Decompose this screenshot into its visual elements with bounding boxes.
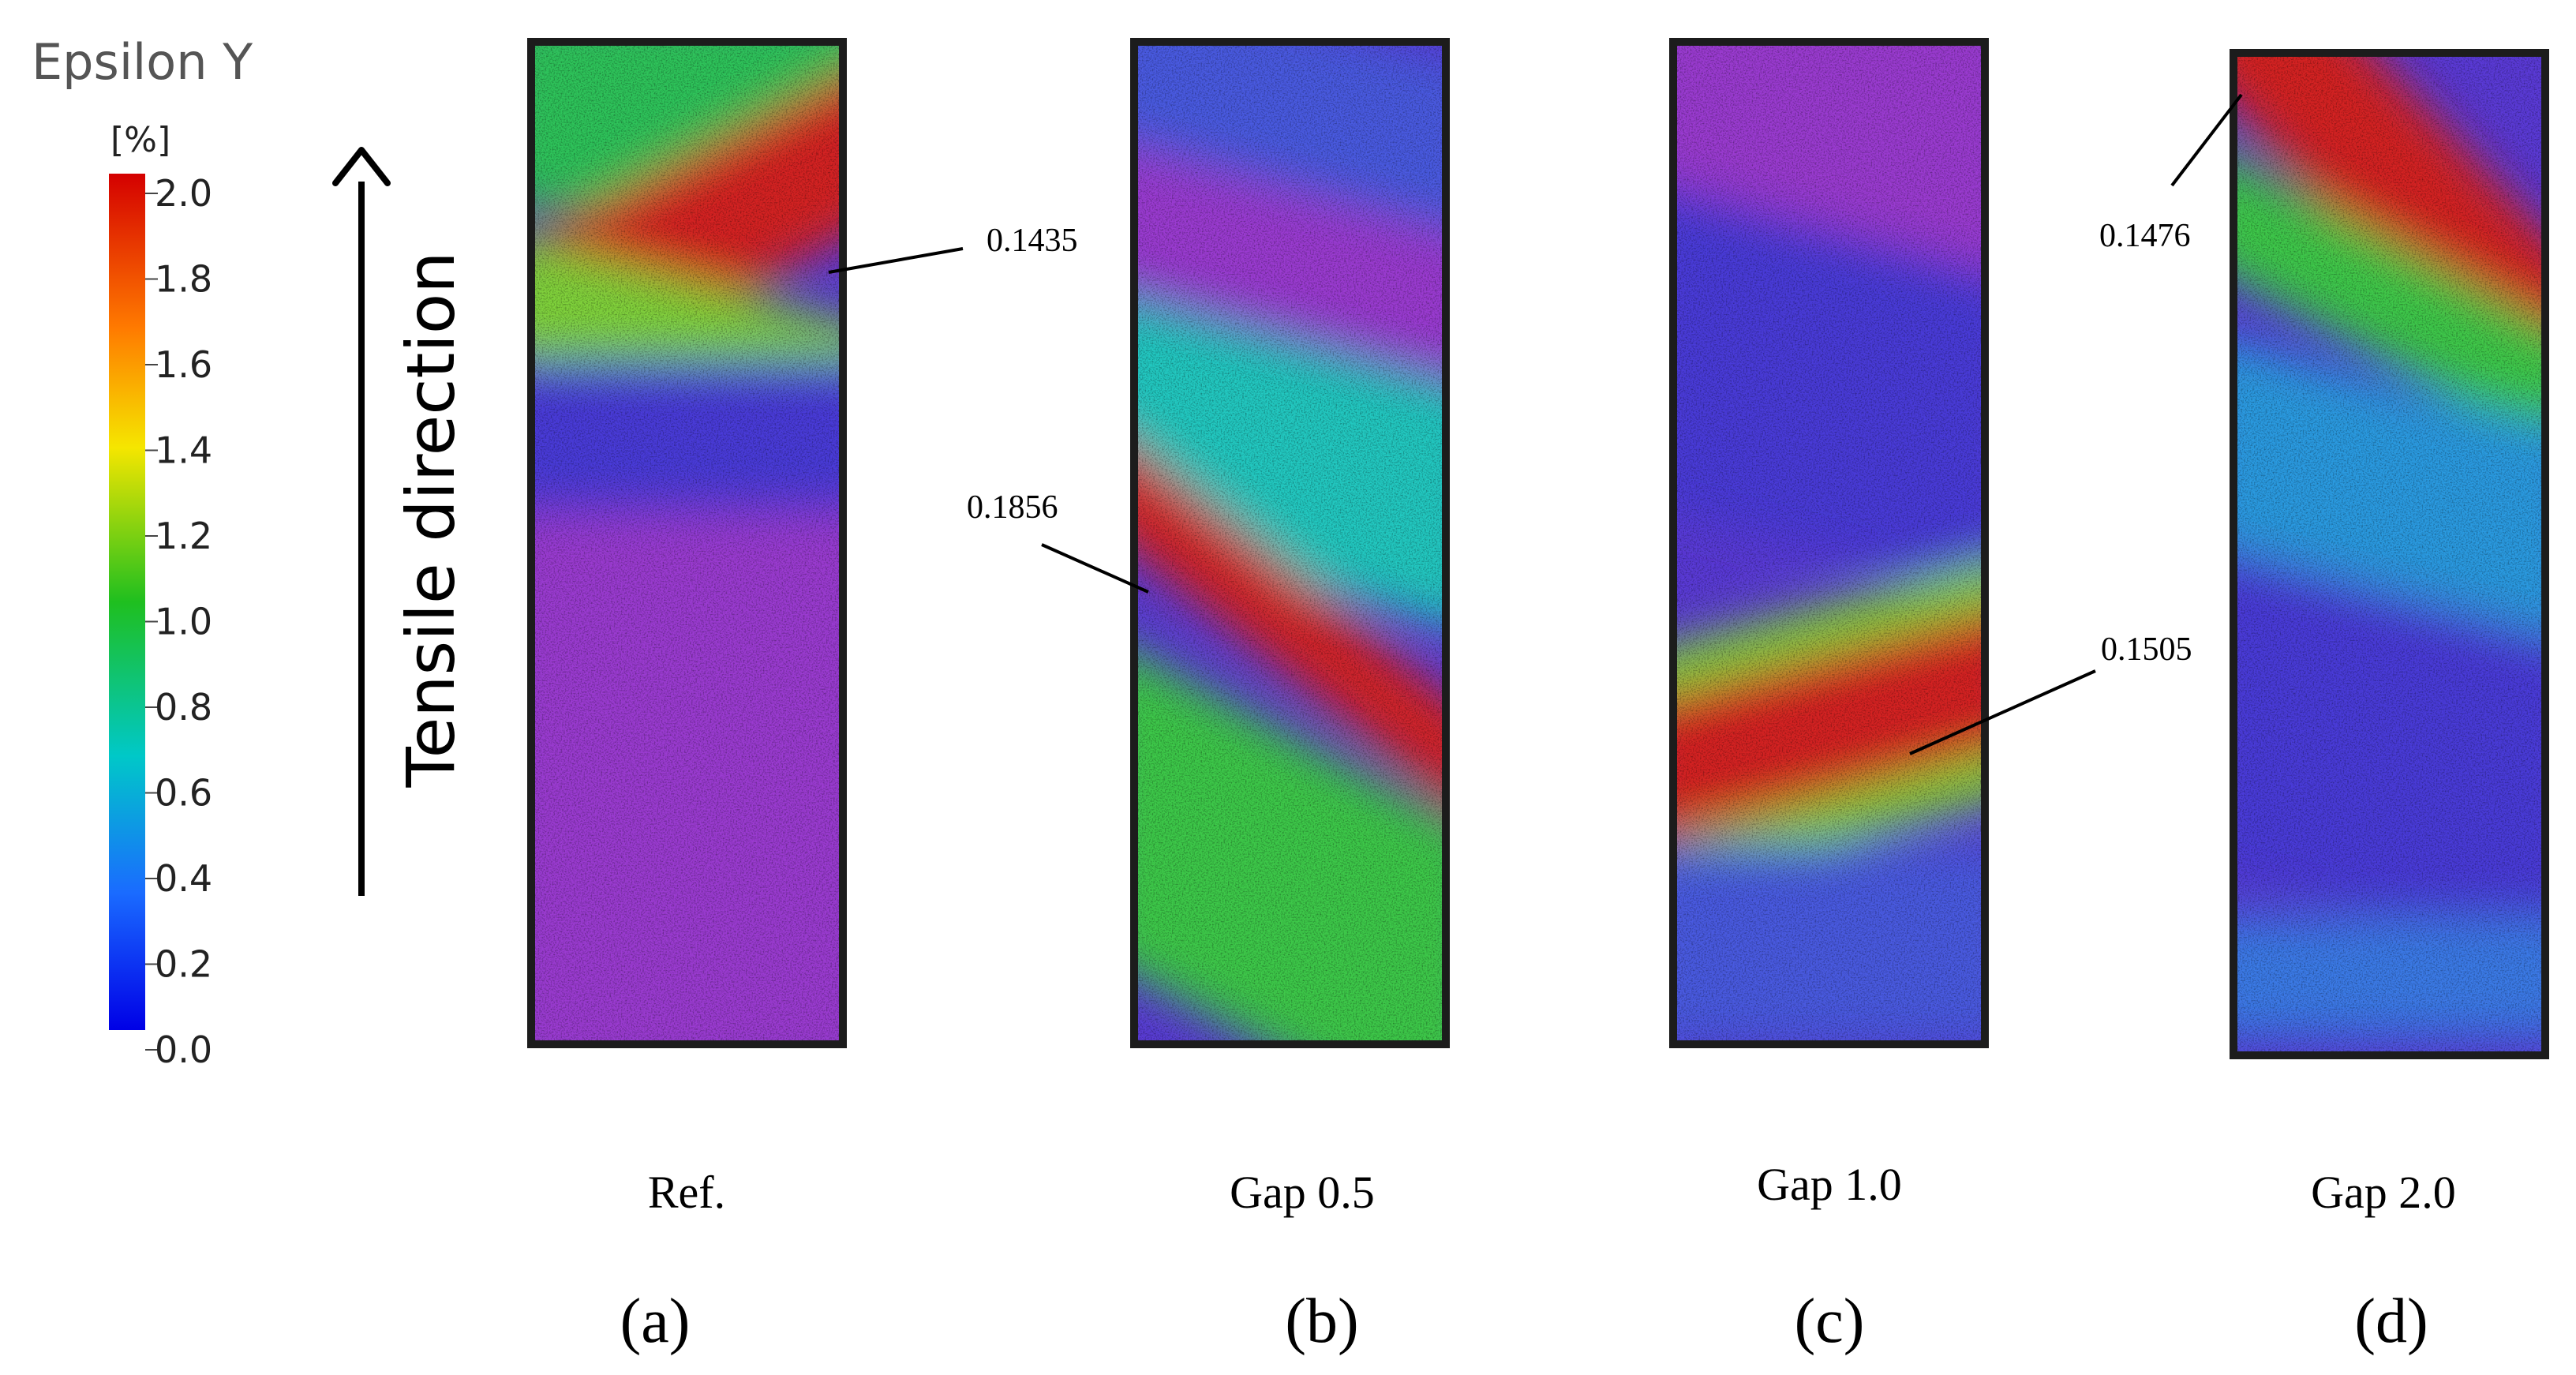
callout-value: 0.1476 [2099, 218, 2191, 254]
legend-tick-label: 1.4 [155, 429, 212, 472]
legend-ticks: 2.0 1.8 1.6 1.4 1.2 1.0 0.8 0.6 0.4 0.2 0.0 [145, 172, 212, 1071]
panel-b: 0.1856 Gap 0.5 (b) [967, 38, 1450, 1356]
panel-letter: (a) [620, 1287, 691, 1356]
legend-tick-label: 0.6 [155, 772, 212, 815]
panel-label: Gap 2.0 [2311, 1167, 2456, 1218]
panels: 0.1435 Ref. (a) 0.1856 Gap 0.5 (b) 0.1505 Gap 1… [527, 38, 2549, 1356]
speckle-pattern [535, 46, 839, 1040]
colorbar [109, 174, 145, 1030]
panel-letter: (c) [1795, 1287, 1865, 1356]
callout-leader [828, 247, 964, 274]
direction-label: Tensile direction [392, 252, 470, 789]
callout-leader [2170, 93, 2243, 187]
panel-label: Gap 0.5 [1230, 1167, 1375, 1218]
legend-tick-label: 1.2 [155, 515, 212, 557]
strain-field [1138, 46, 1442, 1040]
panel-d: 0.1476 Gap 2.0 (d) [2099, 49, 2549, 1356]
legend-tick-label: 2.0 [155, 172, 212, 215]
callout-leader [1041, 543, 1149, 594]
speckle-pattern [1138, 46, 1442, 1040]
panel-c: 0.1505 Gap 1.0 (c) [1669, 38, 2192, 1356]
legend-unit: [%] [110, 120, 170, 160]
panel-letter: (b) [1285, 1287, 1358, 1356]
legend-tick-label: 0.0 [155, 1028, 212, 1071]
panel-letter: (d) [2354, 1287, 2428, 1356]
arrow-head [332, 147, 391, 186]
callout-leader [1909, 669, 2096, 755]
legend-tick-label: 0.4 [155, 857, 212, 900]
speckle-pattern [1677, 46, 1981, 1040]
tensile-arrow: Tensile direction [332, 147, 470, 896]
legend-tick-label: 0.2 [155, 943, 212, 986]
strain-field [535, 46, 839, 1040]
strain-field [2237, 57, 2541, 1051]
callout-value: 0.1505 [2101, 631, 2192, 668]
legend-tick-label: 1.0 [155, 601, 212, 643]
legend-title: Epsilon Y [32, 33, 253, 91]
panel-label: Ref. [648, 1167, 725, 1218]
legend-tick-label: 1.8 [155, 258, 212, 301]
speckle-pattern [2237, 57, 2541, 1051]
callout-value: 0.1435 [987, 223, 1078, 259]
callout-value: 0.1856 [967, 489, 1058, 526]
legend-tick-label: 0.8 [155, 686, 212, 729]
legend-tick-label: 1.6 [155, 343, 212, 386]
legend: Epsilon Y [%] 2.0 1.8 1.6 1.4 1.2 1.0 0.8 0.6 0.… [32, 33, 253, 1071]
panel-a: 0.1435 Ref. (a) [527, 38, 1078, 1356]
strain-field [1677, 46, 1981, 1040]
panel-label: Gap 1.0 [1757, 1159, 1902, 1210]
